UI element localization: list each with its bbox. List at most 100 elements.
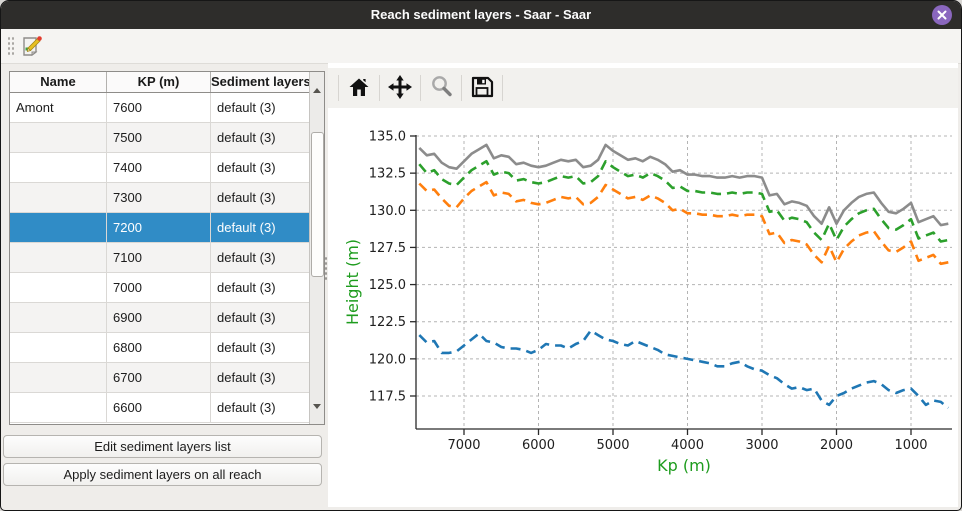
table-cell-name[interactable]: [10, 213, 107, 242]
edit-document-icon: [19, 36, 44, 62]
table-cell-name[interactable]: [10, 363, 107, 392]
toolbar-separator: [420, 75, 421, 101]
save-floppy-icon: [470, 75, 494, 102]
table-cell-kp[interactable]: 7600: [107, 93, 211, 122]
arrow-down-icon: [312, 403, 321, 424]
table-row[interactable]: 6900 default (3): [10, 303, 310, 333]
window-title: Reach sediment layers - Saar - Saar: [370, 7, 592, 22]
svg-text:130.0: 130.0: [369, 204, 406, 219]
svg-text:Height (m): Height (m): [343, 239, 362, 325]
table-row[interactable]: 7400 default (3): [10, 153, 310, 183]
zoom-button[interactable]: [423, 72, 459, 104]
table-cell-name[interactable]: [10, 243, 107, 272]
table-cell-name[interactable]: [10, 333, 107, 362]
svg-text:3000: 3000: [745, 438, 778, 453]
table-header-row: Name KP (m) Sediment layers: [10, 72, 324, 93]
table-cell-layers[interactable]: default (3): [211, 273, 310, 302]
main-toolbar: [1, 29, 961, 64]
sediment-profile-chart[interactable]: 7000 6000 5000 4000 3000 2000 1000 135.0 132.5 13…: [328, 109, 958, 507]
table-cell-layers[interactable]: default (3): [211, 93, 310, 122]
toolbar-drag-handle[interactable]: [7, 36, 14, 56]
scrollbar-thumb[interactable]: [311, 132, 324, 277]
table-cell-name[interactable]: [10, 273, 107, 302]
table-cell-name[interactable]: [10, 123, 107, 152]
scroll-up-button[interactable]: [310, 72, 323, 93]
toolbar-separator: [461, 75, 462, 101]
arrow-up-icon: [312, 72, 321, 93]
table-cell-layers[interactable]: default (3): [211, 363, 310, 392]
table-row[interactable]: 6800 default (3): [10, 333, 310, 363]
table-cell-kp[interactable]: 7000: [107, 273, 211, 302]
svg-text:5000: 5000: [596, 438, 629, 453]
panel-splitter-handle[interactable]: [324, 256, 329, 282]
save-button[interactable]: [464, 72, 500, 104]
table-cell-layers[interactable]: default (3): [211, 213, 310, 242]
table-cell-layers[interactable]: default (3): [211, 243, 310, 272]
table-cell-kp[interactable]: 7200: [107, 213, 211, 242]
pan-arrows-icon: [387, 74, 413, 103]
table-cell-layers[interactable]: default (3): [211, 333, 310, 362]
table-cell-kp[interactable]: 6600: [107, 393, 211, 422]
table-cell-kp[interactable]: 7400: [107, 153, 211, 182]
table-cell-layers[interactable]: default (3): [211, 153, 310, 182]
svg-text:125.0: 125.0: [369, 278, 406, 293]
column-header-kp[interactable]: KP (m): [107, 72, 211, 92]
table-cell-kp[interactable]: 7100: [107, 243, 211, 272]
svg-text:132.5: 132.5: [369, 167, 406, 182]
plot-nav-toolbar: [328, 68, 958, 108]
titlebar[interactable]: Reach sediment layers - Saar - Saar: [1, 1, 961, 29]
zoom-magnifier-icon: [429, 74, 454, 102]
table-cell-name[interactable]: Amont: [10, 93, 107, 122]
apply-sediment-layers-button[interactable]: Apply sediment layers on all reach: [3, 463, 322, 486]
table-cell-name[interactable]: [10, 183, 107, 212]
table-cell-layers[interactable]: default (3): [211, 393, 310, 422]
close-icon: [932, 9, 952, 21]
table-cell-kp[interactable]: 7500: [107, 123, 211, 152]
table-body: Amont 7600 default (3) 7500 default (3) 7400 d…: [10, 93, 310, 423]
svg-text:7000: 7000: [447, 438, 480, 453]
table-cell-name[interactable]: [10, 303, 107, 332]
svg-text:135.0: 135.0: [369, 130, 406, 145]
table-row[interactable]: 7300 default (3): [10, 183, 310, 213]
home-icon: [347, 75, 371, 102]
scroll-down-button[interactable]: [310, 403, 323, 424]
table-cell-layers[interactable]: default (3): [211, 303, 310, 332]
svg-text:1000: 1000: [894, 438, 927, 453]
svg-text:127.5: 127.5: [369, 241, 406, 256]
table-row[interactable]: Amont 7600 default (3): [10, 93, 310, 123]
table-row[interactable]: 6700 default (3): [10, 363, 310, 393]
home-button[interactable]: [341, 72, 377, 104]
column-header-sediment-layers[interactable]: Sediment layers: [211, 72, 310, 92]
figure-panel: 7000 6000 5000 4000 3000 2000 1000 135.0 132.5 13…: [328, 63, 958, 507]
table-cell-kp[interactable]: 6800: [107, 333, 211, 362]
close-button[interactable]: [932, 5, 952, 25]
table-row[interactable]: 6600 default (3): [10, 393, 310, 423]
column-header-name[interactable]: Name: [10, 72, 107, 92]
table-cell-kp[interactable]: 7300: [107, 183, 211, 212]
svg-text:6000: 6000: [522, 438, 555, 453]
svg-text:120.0: 120.0: [369, 352, 406, 367]
table-cell-name[interactable]: [10, 393, 107, 422]
toolbar-separator: [379, 75, 380, 101]
table-cell-kp[interactable]: 6700: [107, 363, 211, 392]
table-row[interactable]: 7000 default (3): [10, 273, 310, 303]
table-cell-layers[interactable]: default (3): [211, 123, 310, 152]
table-scrollbar[interactable]: [309, 72, 324, 424]
toolbar-separator: [338, 75, 339, 101]
svg-text:122.5: 122.5: [369, 315, 406, 330]
table-row[interactable]: 7200 default (3): [10, 213, 310, 243]
toolbar-separator: [502, 75, 503, 101]
table-row[interactable]: 7100 default (3): [10, 243, 310, 273]
table-cell-kp[interactable]: 6900: [107, 303, 211, 332]
table-row[interactable]: 7500 default (3): [10, 123, 310, 153]
edit-sediment-tool-button[interactable]: [18, 33, 45, 60]
svg-text:4000: 4000: [671, 438, 704, 453]
edit-sediment-layers-list-button[interactable]: Edit sediment layers list: [3, 435, 322, 458]
table-cell-name[interactable]: [10, 153, 107, 182]
svg-text:2000: 2000: [820, 438, 853, 453]
table-cell-layers[interactable]: default (3): [211, 183, 310, 212]
svg-text:117.5: 117.5: [369, 389, 406, 404]
pan-button[interactable]: [382, 72, 418, 104]
svg-text:Kp (m): Kp (m): [657, 456, 711, 475]
